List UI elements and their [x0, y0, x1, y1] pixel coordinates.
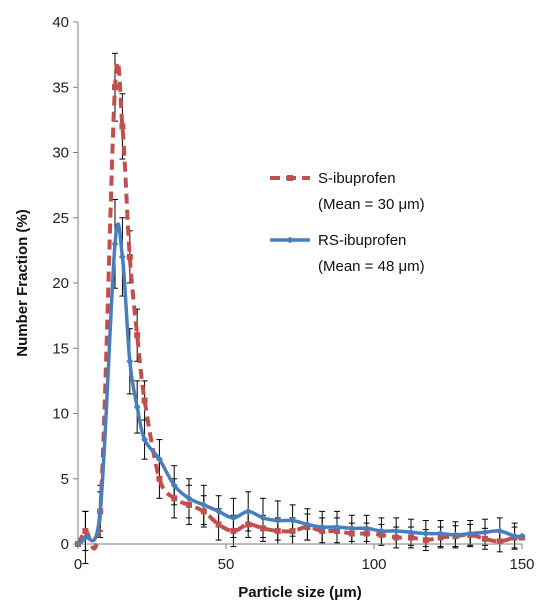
rs-ibuprofen-point: [141, 436, 149, 444]
y-tick-label: 15: [52, 340, 69, 357]
s-ibuprofen-point: [437, 534, 444, 541]
s-ibuprofen-point: [230, 527, 237, 534]
s-ibuprofen-line: [76, 60, 523, 551]
rs-ibuprofen-point: [81, 533, 89, 541]
rs-ibuprofen-point: [229, 514, 237, 522]
s-ibuprofen-point: [260, 525, 266, 532]
s-ibuprofen-point: [245, 521, 252, 528]
rs-ibuprofen-point: [377, 527, 385, 535]
y-tick-label: 40: [52, 14, 69, 31]
rs-ibuprofen-legend-mean: (Mean = 48 μm): [318, 258, 425, 275]
y-tick-label: 35: [52, 79, 69, 96]
y-tick-label: 0: [61, 536, 69, 553]
s-ibuprofen-point: [378, 531, 385, 538]
rs-ibuprofen-point: [466, 530, 474, 538]
y-tick-label: 25: [52, 210, 69, 227]
rs-ibuprofen-point: [244, 507, 252, 515]
ticks-layer: 0 5 10 15 20 25 30 35 40 0 50 100 150: [52, 14, 534, 573]
rs-ibuprofen-point: [170, 481, 178, 489]
s-ibuprofen-point: [141, 397, 148, 404]
s-ibuprofen-point: [363, 530, 370, 537]
rs-ibuprofen-point: [133, 403, 141, 411]
axes-layer: [77, 22, 522, 545]
rs-ibuprofen-point: [511, 532, 519, 540]
s-ibuprofen-point: [334, 527, 340, 534]
rs-ibuprofen-point: [111, 240, 119, 248]
x-axis-title: Particle size (μm): [238, 584, 361, 600]
s-ibuprofen-point: [215, 521, 222, 528]
s-ibuprofen-point: [274, 527, 281, 534]
s-ibuprofen-point: [186, 501, 192, 508]
s-ibuprofen-point: [422, 537, 429, 544]
rs-ibuprofen-point: [518, 532, 526, 540]
y-axis-title: Number Fraction (%): [14, 209, 31, 357]
s-ibuprofen-legend-mean: (Mean = 30 μm): [318, 196, 425, 213]
s-ibuprofen-point: [408, 534, 414, 541]
rs-ibuprofen-point: [303, 520, 311, 528]
s-ibuprofen-point: [348, 530, 355, 537]
rs-ibuprofen-point: [348, 524, 356, 532]
y-tick-label: 30: [52, 145, 69, 162]
y-tick-label: 5: [61, 471, 69, 488]
rs-ibuprofen-point: [96, 507, 104, 515]
rs-ibuprofen-point: [481, 528, 489, 536]
s-ibuprofen-point: [156, 475, 163, 482]
rs-ibuprofen-legend-label: RS-ibuprofen: [318, 232, 406, 249]
rs-ibuprofen-point: [118, 253, 126, 261]
s-ibuprofen-point: [393, 534, 400, 541]
rs-ibuprofen-legend-marker: [286, 236, 294, 244]
s-ibuprofen-point: [496, 538, 503, 545]
s-ibuprofen-point: [171, 495, 178, 502]
s-ibuprofen-point: [200, 508, 207, 515]
rs-ibuprofen-point: [274, 517, 282, 525]
y-tick-label: 20: [52, 275, 69, 292]
rs-ibuprofen-point: [363, 524, 371, 532]
rs-ibuprofen-point: [407, 528, 415, 536]
rs-ibuprofen-point: [215, 507, 223, 515]
x-tick-label: 100: [361, 556, 386, 573]
s-ibuprofen-point: [482, 535, 488, 542]
s-ibuprofen-point: [134, 332, 141, 339]
rs-ibuprofen-point: [185, 494, 193, 502]
s-ibuprofen-legend-marker: [287, 175, 293, 181]
error-bars-layer: [82, 52, 518, 565]
x-tick-label: 50: [218, 556, 235, 573]
s-ibuprofen-point: [119, 123, 126, 130]
s-ibuprofen-point: [319, 527, 326, 534]
x-tick-label: 150: [509, 556, 534, 573]
rs-ibuprofen-point: [333, 523, 341, 531]
s-ibuprofen-point: [82, 527, 89, 534]
x-tick-label: 0: [74, 556, 82, 573]
rs-ibuprofen-point: [126, 357, 134, 365]
rs-ibuprofen-point: [259, 514, 267, 522]
s-ibuprofen-point: [126, 253, 133, 260]
rs-ibuprofen-point: [200, 501, 208, 509]
legend: S-ibuprofen (Mean = 30 μm) RS-ibuprofen (Me…: [270, 170, 425, 275]
s-ibuprofen-legend-label: S-ibuprofen: [318, 170, 396, 187]
y-tick-label: 10: [52, 406, 69, 423]
s-ibuprofen-point: [289, 527, 296, 534]
rs-ibuprofen-point: [422, 530, 430, 538]
rs-ibuprofen-point: [155, 455, 163, 463]
rs-ibuprofen-point: [318, 523, 326, 531]
series-layer: [74, 60, 526, 551]
rs-ibuprofen-point: [496, 527, 504, 535]
rs-ibuprofen-point: [437, 530, 445, 538]
s-ibuprofen-point: [112, 84, 118, 91]
rs-ibuprofen-point: [392, 527, 400, 535]
rs-ibuprofen-point: [289, 517, 297, 525]
rs-ibuprofen-point: [451, 531, 459, 539]
